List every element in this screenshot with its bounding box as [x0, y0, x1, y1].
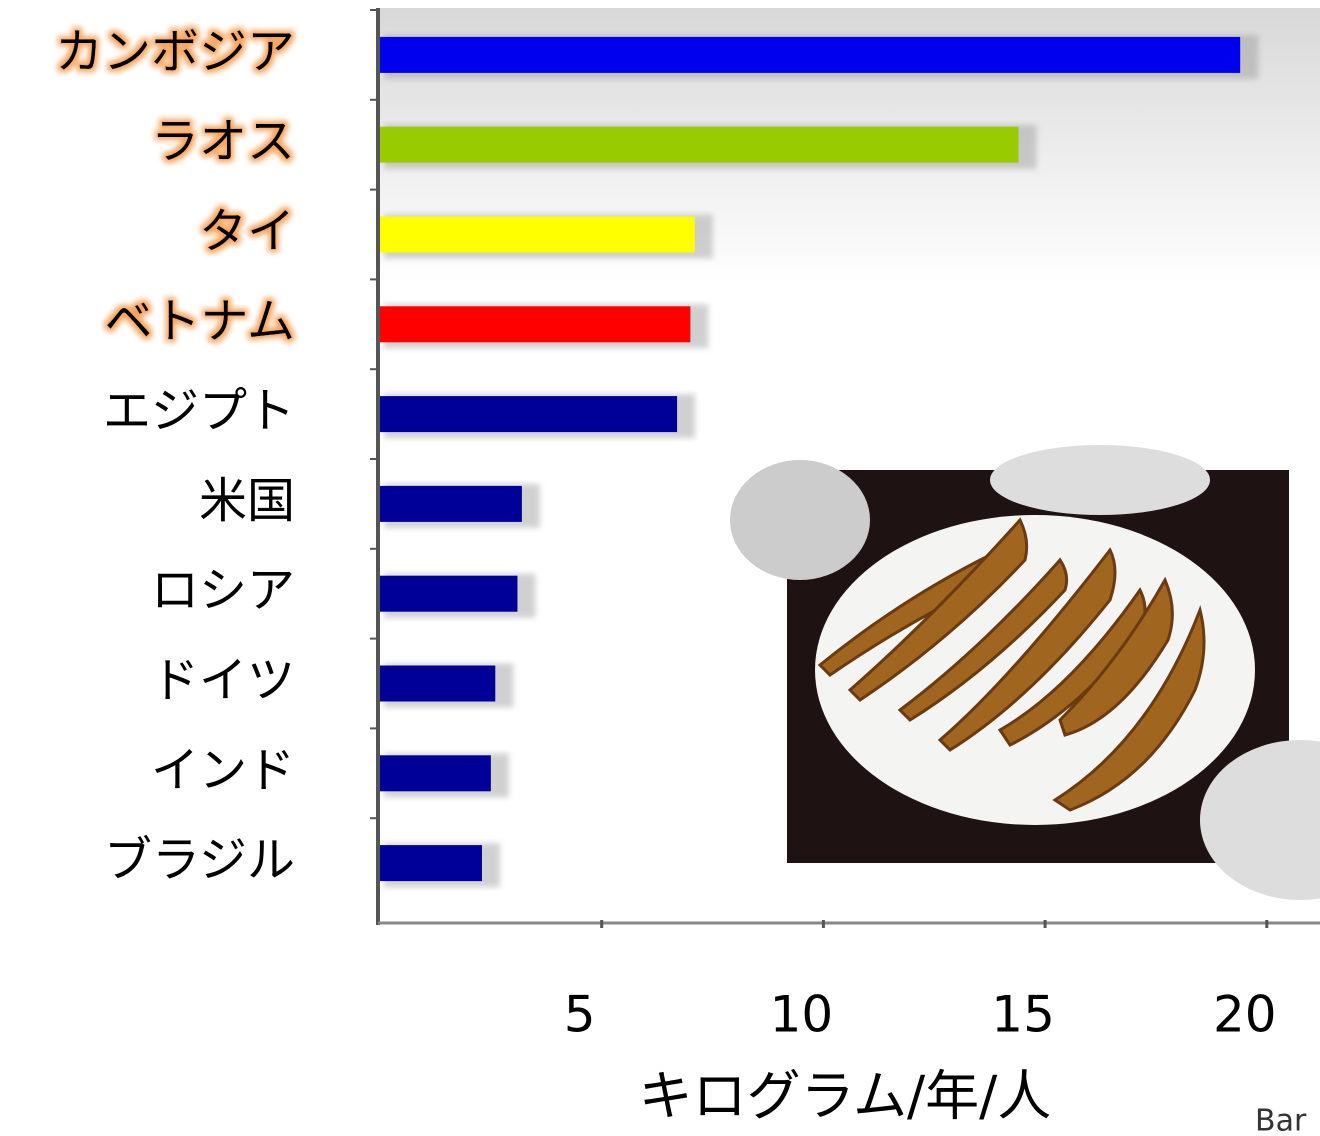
bar: [380, 755, 491, 792]
bar: [380, 216, 695, 253]
bar: [380, 36, 1241, 73]
y-tick-label: エジプト: [103, 383, 295, 439]
bar: [380, 396, 678, 433]
y-tick-label: ラオス: [151, 114, 295, 170]
y-tick-label: カンボジア: [55, 24, 295, 80]
y-tick-label: ベトナム: [104, 293, 295, 349]
photo: [730, 445, 1320, 900]
y-tick-label: 米国: [199, 473, 295, 529]
x-tick-label: 20: [1213, 986, 1277, 1044]
y-tick-label: ロシア: [151, 563, 295, 619]
x-tick-label: 15: [991, 986, 1055, 1044]
x-tick-label: 10: [770, 986, 834, 1044]
x-axis-label: キログラム/年/人: [639, 1065, 1052, 1128]
y-tick-label: ブラジル: [104, 832, 295, 888]
bar: [380, 845, 482, 882]
bar: [380, 126, 1019, 163]
bar: [380, 306, 691, 343]
y-tick-label: タイ: [199, 204, 295, 260]
source: Bar: [1255, 1104, 1307, 1133]
x-tick-label: 5: [564, 986, 596, 1044]
bar: [380, 485, 522, 522]
y-tick-label: インド: [151, 742, 295, 798]
bar: [380, 665, 496, 702]
bar: [380, 575, 518, 612]
y-tick-label: ドイツ: [151, 653, 295, 709]
